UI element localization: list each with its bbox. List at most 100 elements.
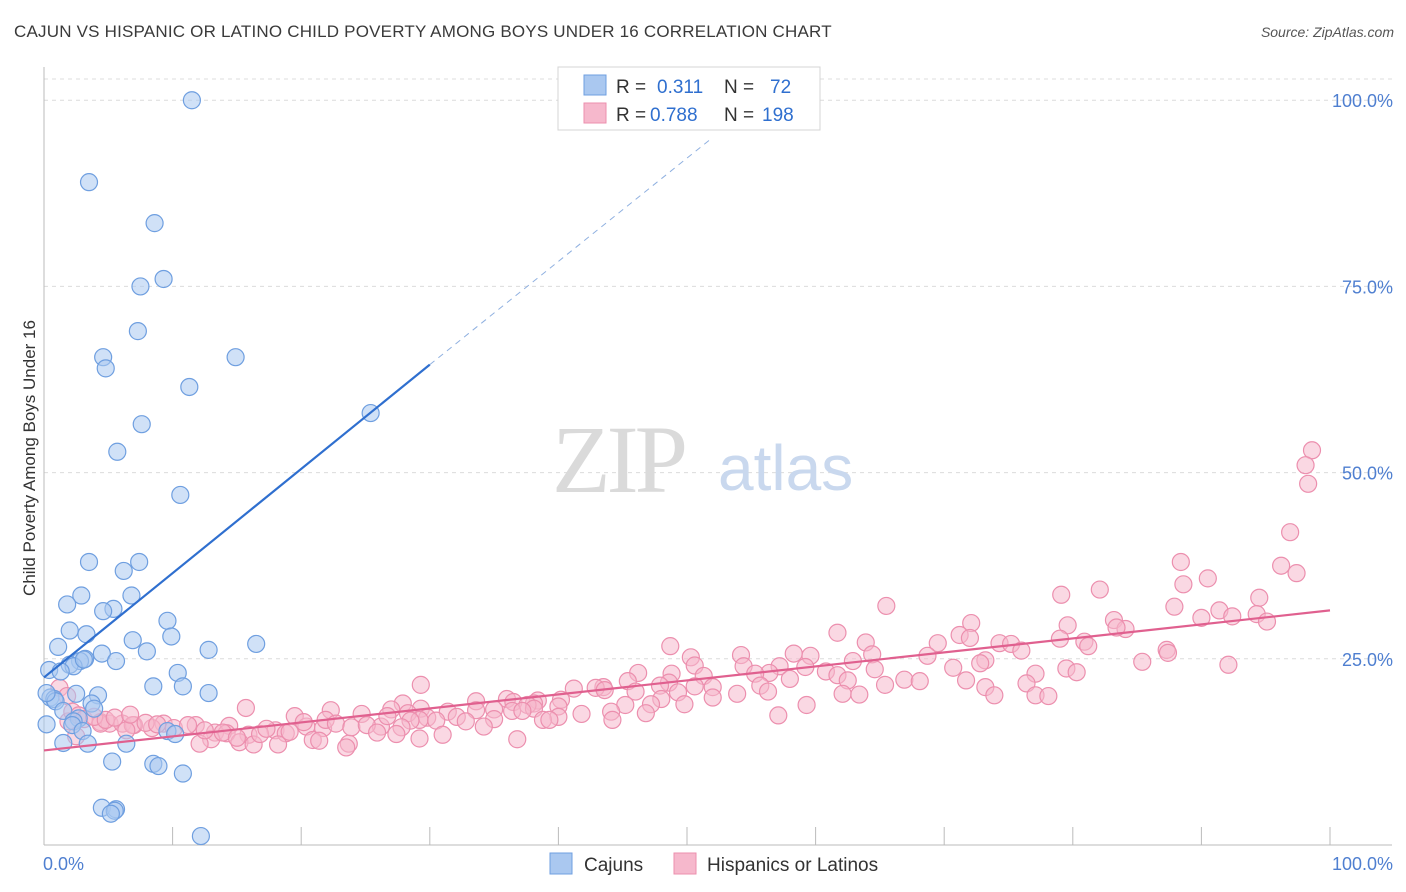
cajun-point [117,734,136,753]
hispanic-point [433,725,452,744]
hispanic-point [1296,456,1315,475]
cajun-point [173,764,192,783]
hispanic-point [865,660,884,679]
cajun-point [128,322,147,341]
hispanic-point [769,706,788,725]
hispanic-point [1198,569,1217,588]
cajun-point [96,359,115,378]
stats-n-label-cajuns: N = [724,77,754,98]
y-tick-label: 25.0% [1342,650,1393,670]
hispanic-point [1287,564,1306,583]
series-legend: Cajuns Hispanics or Latinos [549,852,878,876]
hispanic-point [257,719,276,738]
hispanic-point [960,628,980,648]
watermark-atlas: atlas [718,432,853,504]
stats-swatch-hispanics [583,102,607,124]
stats-r-label-hispanics: R = [616,105,646,126]
hispanic-point [1133,652,1152,671]
hispanic-point [367,723,387,742]
hispanic-point [1299,474,1318,493]
stats-n-label-hispanics: N = [724,105,754,126]
cajun-point [137,642,156,661]
y-tick-label: 50.0% [1342,464,1393,484]
cajun-point [114,561,133,581]
cajun-point [166,724,185,744]
hispanic-point [1079,637,1098,656]
hispanic-point [895,670,914,689]
hispanic-point [910,672,929,691]
cajun-point [132,415,151,434]
stats-n-value-hispanics: 198 [762,105,794,126]
cajun-trend-line [43,363,431,679]
cajun-point [94,602,113,621]
chart-title: CAJUN VS HISPANIC OR LATINO CHILD POVERT… [14,22,832,41]
x-tick-label-max: 100.0% [1332,854,1393,874]
cajun-point [79,552,99,572]
hispanic-point [268,735,288,754]
hispanic-point [703,688,722,707]
hispanic-point [1250,588,1269,607]
hispanic-point [466,701,486,720]
hispanic-point [758,682,778,701]
cajun-point [182,91,201,110]
hispanic-point [540,710,559,729]
cajun-point [226,348,245,367]
cajun-point [49,637,68,656]
cajun-point [37,715,56,734]
legend-swatch-cajuns [549,852,573,875]
hispanic-point [105,708,124,727]
hispanic-point [121,705,140,724]
hispanic-point [956,671,976,690]
x-tick-label-min: 0.0% [43,854,84,874]
hispanic-point [474,717,493,736]
hispanic-point [342,718,361,737]
y-axis-title: Child Poverty Among Boys Under 16 [20,320,39,596]
cajun-point [108,442,127,461]
cajun-point [162,627,181,646]
legend-label-cajuns: Cajuns [584,855,643,876]
cajun-point [173,677,192,696]
cajun-point [154,269,173,289]
hispanic-point [1039,686,1058,706]
hispanic-point [971,654,990,673]
cajun-point [103,752,122,771]
cajun-point [106,651,126,671]
cajun-point [77,625,96,644]
cajun-point [199,640,218,659]
cajun-point [171,485,190,505]
hispanic-point [636,704,655,723]
cajun-point [85,699,104,718]
stats-n-value-cajuns: 72 [770,77,791,98]
legend-label-hispanics: Hispanics or Latinos [707,855,878,876]
hispanic-point [1052,585,1071,604]
data-points [37,91,1322,846]
grid-lines [44,78,1392,660]
hispanic-point [661,637,680,656]
hispanic-point [675,695,694,714]
hispanic-point [410,729,429,748]
hispanic-point [833,684,852,703]
cajun-trend-extension [429,137,714,366]
hispanic-point [337,738,356,757]
y-tick-labels: 25.0% 50.0% 75.0% 100.0% [1332,91,1393,670]
cajun-point [145,214,164,233]
hispanic-point [875,675,895,694]
hispanic-point [1090,580,1109,599]
cajun-point [78,734,97,753]
cajun-point [92,644,111,663]
hispanic-point [236,698,256,718]
cajun-point [67,684,86,703]
watermark-zip: ZIP [552,406,685,513]
hispanic-point [513,701,532,721]
hispanic-point [877,596,896,616]
stats-r-label-cajuns: R = [616,77,646,98]
cajun-point [131,277,150,296]
trend-lines [43,137,1331,752]
cajun-point [60,621,79,640]
hispanic-point [310,731,329,750]
hispanic-point [1012,641,1031,660]
hispanic-point [227,728,246,747]
hispanic-point [411,675,430,694]
hispanic-point [928,634,947,653]
cajun-point [123,631,142,650]
